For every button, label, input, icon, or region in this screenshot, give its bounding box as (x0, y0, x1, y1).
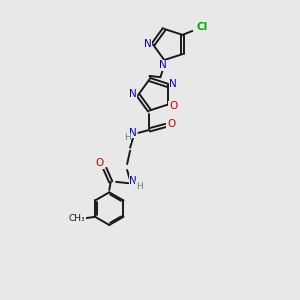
Text: O: O (95, 158, 104, 168)
Text: N: N (144, 40, 152, 50)
Text: O: O (167, 119, 175, 129)
Text: H: H (136, 182, 142, 191)
Text: N: N (159, 60, 167, 70)
Text: N: N (129, 176, 137, 186)
Text: CH₃: CH₃ (69, 214, 85, 223)
Text: O: O (169, 101, 177, 111)
Text: N: N (129, 88, 136, 98)
Text: H: H (124, 134, 130, 142)
Text: N: N (169, 79, 177, 89)
Text: N: N (129, 128, 137, 138)
Text: Cl: Cl (196, 22, 208, 32)
